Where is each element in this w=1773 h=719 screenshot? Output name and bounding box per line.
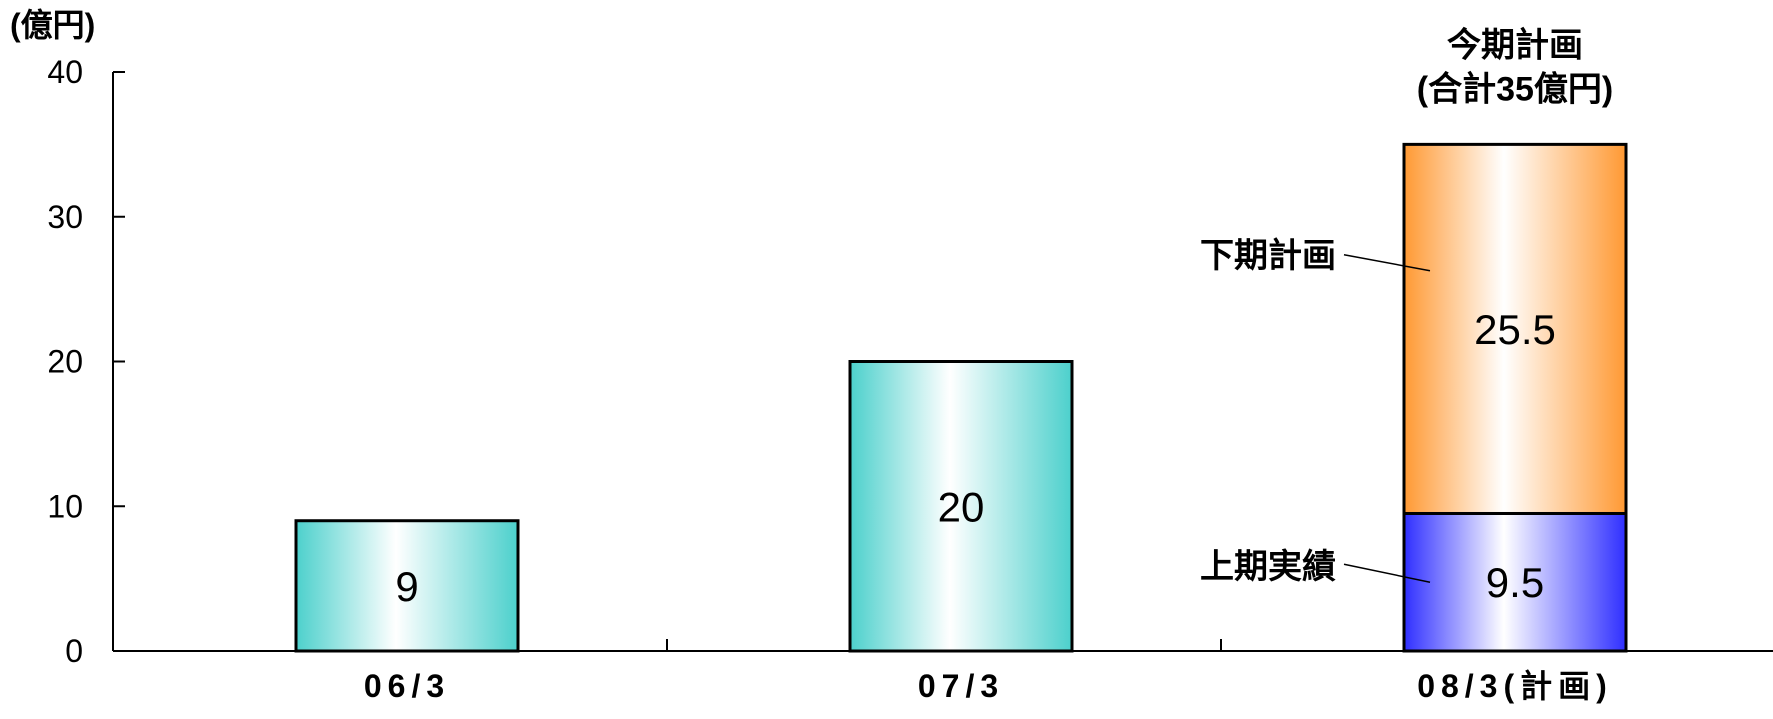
bar-segment	[848, 360, 1074, 653]
bars	[294, 142, 1628, 653]
callout-leader-first-half	[1343, 563, 1431, 583]
y-tick-label: 30	[47, 199, 83, 235]
bar-segment	[294, 519, 520, 653]
bar-segment	[1402, 511, 1628, 653]
callout-leader-second-half	[1343, 254, 1431, 272]
annotation-plan-title: 今期計画	[1447, 25, 1583, 64]
category-labels: 06/3 07/3 08/3(計画)	[364, 668, 1613, 704]
y-tick-label: 0	[65, 633, 83, 669]
annotation-plan-total: (合計35億円)	[1417, 70, 1613, 108]
x-tick-label: 08/3(計画)	[1417, 668, 1613, 704]
data-label: 20	[938, 483, 985, 530]
x-tick-label: 07/3	[918, 668, 1004, 704]
y-tick-label: 10	[47, 488, 83, 524]
value-labels: 9 20 9.5 25.5	[395, 306, 1556, 610]
data-label: 9.5	[1486, 559, 1544, 606]
callout-label-first-half-actual: 上期実績	[1200, 548, 1336, 586]
bar-segment	[1402, 142, 1628, 515]
y-tick-label: 40	[47, 54, 83, 90]
y-tick-label: 20	[47, 344, 83, 380]
data-label: 9	[395, 563, 418, 610]
unit-label: (億円)	[10, 7, 95, 43]
data-label: 25.5	[1474, 306, 1556, 353]
x-dividers	[666, 639, 1222, 651]
y-ticks: 0 10 20 30 40	[47, 54, 125, 669]
annotation-title: 今期計画 (合計35億円)	[1417, 25, 1613, 108]
x-tick-label: 06/3	[364, 668, 450, 704]
callout-label-second-half-plan: 下期計画	[1200, 237, 1336, 275]
series-callouts: 上期実績 下期計画	[1200, 237, 1431, 586]
